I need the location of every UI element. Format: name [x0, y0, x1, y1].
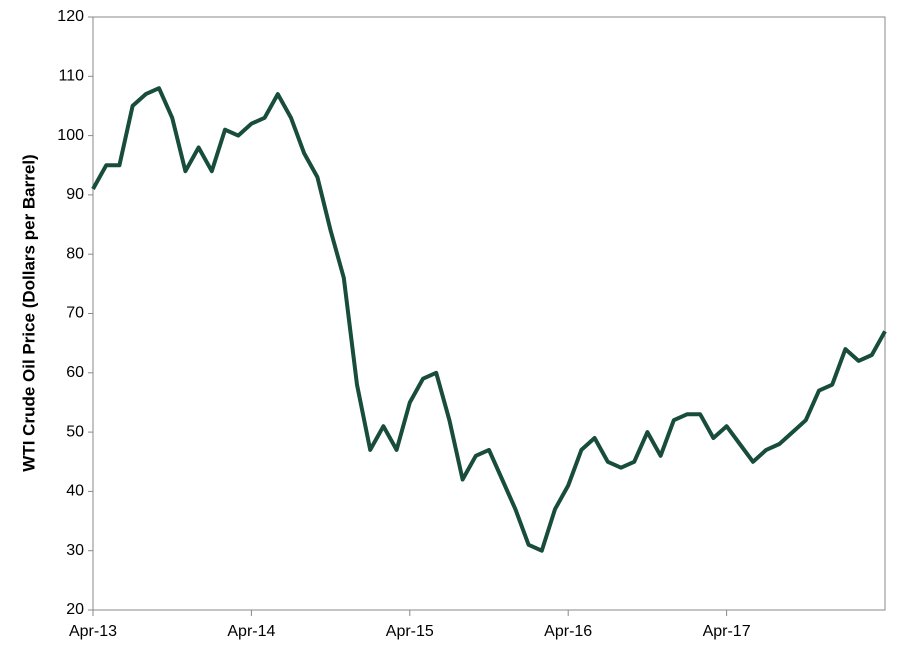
price-line — [91, 86, 887, 553]
y-tick-label: 30 — [66, 542, 84, 559]
x-tick-label: Apr-14 — [227, 623, 275, 640]
x-tick-label: Apr-13 — [69, 623, 117, 640]
x-tick-label: Apr-15 — [386, 623, 434, 640]
y-tick-label: 40 — [66, 483, 84, 500]
y-tick-label: 90 — [66, 186, 84, 203]
y-tick-label: 50 — [66, 423, 84, 440]
y-tick-label: 70 — [66, 305, 84, 322]
plot-frame — [92, 16, 886, 611]
y-tick-label: 110 — [58, 68, 84, 85]
x-tick-label: Apr-17 — [703, 623, 751, 640]
y-tick-label: 100 — [57, 127, 84, 144]
y-tick-label: 60 — [66, 364, 84, 381]
y-tick-label: 120 — [57, 8, 84, 25]
x-tick-label: Apr-16 — [544, 623, 592, 640]
y-tick-label: 80 — [66, 245, 84, 262]
y-tick-label: 20 — [66, 601, 84, 618]
y-axis-label: WTI Crude Oil Price (Dollars per Barrel) — [19, 154, 38, 471]
